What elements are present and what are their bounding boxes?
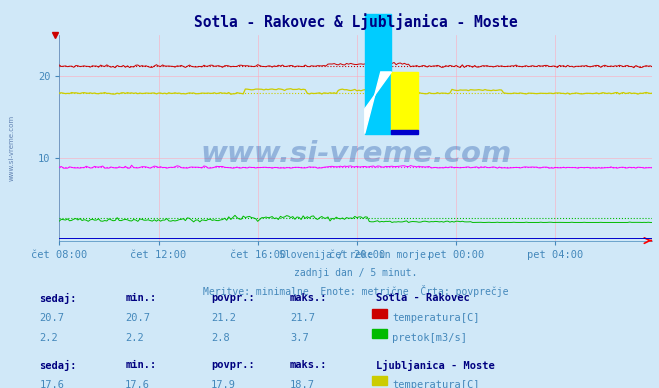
Text: pretok[m3/s]: pretok[m3/s] (392, 333, 467, 343)
Text: 20.7: 20.7 (40, 313, 65, 323)
Text: Slovenija / reke in morje.: Slovenija / reke in morje. (279, 250, 432, 260)
Text: 21.7: 21.7 (290, 313, 315, 323)
Text: Meritve: minimalne  Enote: metrične  Črta: povprečje: Meritve: minimalne Enote: metrične Črta:… (203, 285, 509, 297)
Text: 17.6: 17.6 (40, 380, 65, 388)
Text: min.:: min.: (125, 360, 156, 370)
Text: temperatura[C]: temperatura[C] (392, 313, 480, 323)
Text: sedaj:: sedaj: (40, 293, 77, 304)
Text: Sotla - Rakovec: Sotla - Rakovec (376, 293, 469, 303)
Text: 3.7: 3.7 (290, 333, 308, 343)
Text: 18.7: 18.7 (290, 380, 315, 388)
Text: maks.:: maks.: (290, 293, 328, 303)
Text: 2.2: 2.2 (40, 333, 58, 343)
Text: 17.6: 17.6 (125, 380, 150, 388)
Text: 20.7: 20.7 (125, 313, 150, 323)
Text: zadnji dan / 5 minut.: zadnji dan / 5 minut. (294, 268, 418, 278)
Text: 2.8: 2.8 (211, 333, 229, 343)
Text: www.si-vreme.com: www.si-vreme.com (200, 140, 511, 168)
Text: povpr.:: povpr.: (211, 293, 254, 303)
Text: Ljubljanica - Moste: Ljubljanica - Moste (376, 360, 494, 371)
Text: Sotla - Rakovec & Ljubljanica - Moste: Sotla - Rakovec & Ljubljanica - Moste (194, 14, 518, 30)
Bar (391, 130, 418, 133)
Text: 17.9: 17.9 (211, 380, 236, 388)
Text: 21.2: 21.2 (211, 313, 236, 323)
Polygon shape (365, 72, 391, 133)
Text: 2.2: 2.2 (125, 333, 144, 343)
Text: temperatura[C]: temperatura[C] (392, 380, 480, 388)
Bar (365, 14, 391, 133)
Text: sedaj:: sedaj: (40, 360, 77, 371)
Text: min.:: min.: (125, 293, 156, 303)
Text: www.si-vreme.com: www.si-vreme.com (9, 114, 15, 180)
Text: maks.:: maks.: (290, 360, 328, 370)
Text: povpr.:: povpr.: (211, 360, 254, 370)
Bar (391, 72, 418, 130)
